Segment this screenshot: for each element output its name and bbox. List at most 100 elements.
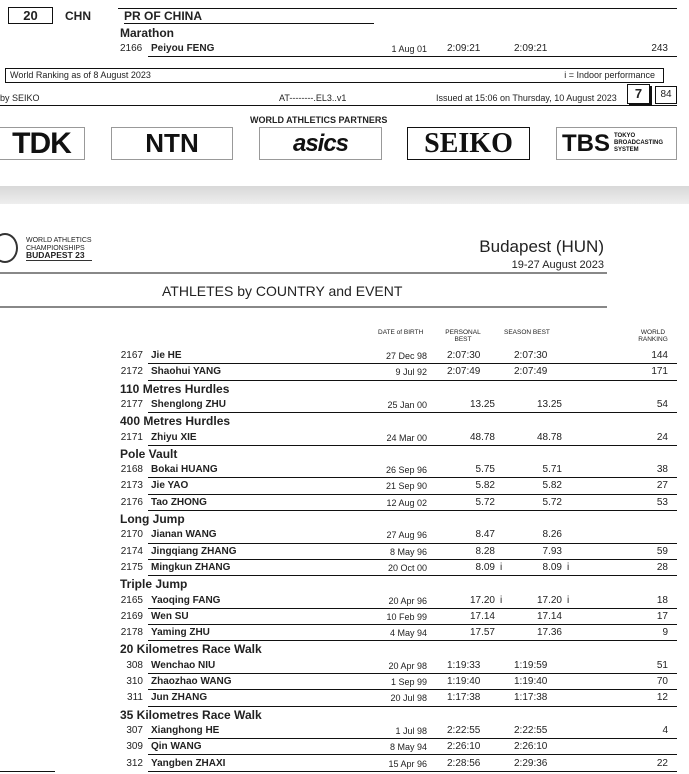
bib: 2170 [120,529,143,541]
season-best: 2:07:49 [514,366,548,378]
world-ranking: 70 [656,676,668,687]
logo-line: CHAMPIONSHIPS [26,244,85,252]
season-best: 1:17:38 [514,692,548,704]
country-code: CHN [65,9,91,23]
page-total: 84 [655,86,677,104]
world-ranking: 51 [656,659,668,671]
world-ranking: 171 [651,366,668,378]
season-best: 1:19:59 [514,659,548,671]
logo-tdk: TDK [0,127,85,160]
bib: 2166 [120,43,143,54]
event-heading: Marathon [120,26,174,40]
dob: 20 Oct 00 [387,562,427,573]
personal-best: 48.78 [469,431,495,443]
ranking-note: World Ranking as of 8 August 2023 [10,70,151,80]
indoor-flag: i [500,561,503,573]
season-best: 2:29:36 [514,757,548,769]
championship-logo [0,233,18,263]
event-heading: 400 Metres Hurdles [120,414,231,429]
athlete-row: 2171 Zhiyu XIE 24 Mar 00 48.78 48.78 24 [118,430,677,447]
indoor-flag: i [567,561,570,573]
personal-best: 2:07:30 [447,350,481,361]
world-ranking: 12 [656,692,668,704]
country-number-box: 20 [8,7,53,24]
athlete-name: Jianan WANG [151,529,217,541]
dob: 1 Aug 01 [391,44,427,54]
athlete-row: 308 Wenchao NIU 20 Apr 98 1:19:33 1:19:59 51 [118,658,677,675]
athlete-row: 2172 Shaohui YANG 9 Jul 92 2:07:49 2:07:49 17… [118,364,677,381]
season-best: 17.20 [536,594,562,606]
world-ranking: 22 [656,757,668,769]
dob: 20 Apr 96 [388,595,427,606]
world-ranking: 38 [656,464,668,476]
personal-best: 5.82 [475,480,495,492]
dob: 1 Sep 99 [390,677,427,687]
athlete-row: 311 Jun ZHANG 20 Jul 98 1:17:38 1:17:38 12 [118,690,677,707]
col-header-sb: SEASON BEST [504,329,550,336]
bib: 2167 [120,350,143,361]
partners-label: WORLD ATHLETICS PARTNERS [250,115,388,125]
bib: 2172 [120,366,143,378]
dob: 25 Jan 00 [387,399,427,410]
event-dates: 19-27 August 2023 [511,259,604,271]
tbs-wordmark: TBS [562,129,610,157]
personal-best: 2:09:21 [447,43,481,54]
season-best: 2:22:55 [514,724,548,736]
athlete-row: 2175 Mingkun ZHANG 20 Oct 00 8.09 i 8.09 i 28 [118,560,677,577]
personal-best: 17.57 [469,627,495,639]
dob: 9 Jul 92 [395,367,427,378]
athlete-name: Yaoqing FANG [151,594,221,606]
athlete-name: Shenglong ZHU [151,398,226,410]
page-number: 7 [627,84,650,104]
world-ranking: 144 [651,350,668,361]
athlete-name: Jie YAO [151,480,189,492]
dob: 10 Feb 99 [386,611,427,622]
page-separator [0,186,689,204]
athlete-row: 2174 Jingqiang ZHANG 8 May 96 8.28 7.93 59 [118,544,677,561]
athlete-name: Yaming ZHU [151,627,210,639]
season-best: 13.25 [536,398,562,410]
athlete-row: 2173 Jie YAO 21 Sep 90 5.82 5.82 27 [118,478,677,495]
next-page-box [0,771,55,772]
world-ranking: 243 [651,43,668,54]
bib: 2174 [120,545,143,557]
athlete-name: Bokai HUANG [151,464,218,476]
athlete-name: Tao ZHONG [151,496,207,508]
col-header-pb: PERSONAL BEST [445,329,481,343]
bib: 311 [127,692,143,704]
personal-best: 17.14 [469,610,495,622]
dob: 20 Apr 98 [388,660,427,671]
personal-best: 2:26:10 [447,741,481,753]
page-title: ATHLETES by COUNTRY and EVENT [162,283,403,299]
logo-ntn: NTN [111,127,233,160]
personal-best: 8.09 [475,561,495,573]
world-ranking: 24 [656,431,668,443]
personal-best: 13.25 [469,398,495,410]
dob: 27 Aug 96 [386,530,427,541]
personal-best: 5.72 [475,496,495,508]
logo-line: WORLD ATHLETICS [26,237,92,244]
legend-box: World Ranking as of 8 August 2023 i = In… [5,68,664,83]
season-best: 2:09:21 [514,43,548,54]
season-best: 8.26 [542,529,562,541]
header-rule [0,272,607,274]
indoor-note: i = Indoor performance [564,70,655,80]
dob: 8 May 96 [389,546,427,557]
bib: 2169 [120,610,143,622]
athlete-name: Yangben ZHAXI [151,757,226,769]
venue: Budapest (HUN) [479,237,604,256]
season-best: 2:26:10 [514,741,548,753]
world-ranking: 4 [662,724,668,736]
season-best: 17.36 [536,627,562,639]
logo-seiko: SEIKO [407,127,530,160]
bib: 2175 [120,561,143,573]
timing-credit: by SEIKO [0,93,40,103]
athlete-name: Zhiyu XIE [151,431,197,443]
world-ranking: 27 [656,480,668,492]
athlete-name: Mingkun ZHANG [151,561,231,573]
logo-tbs: TBS TOKYO BROADCASTING SYSTEM [556,127,677,160]
bib: 2178 [120,627,143,639]
athlete-row: 309 Qin WANG 8 May 94 2:26:10 2:26:10 [118,739,677,756]
world-ranking: 59 [656,545,668,557]
dob: 8 May 94 [389,742,427,753]
